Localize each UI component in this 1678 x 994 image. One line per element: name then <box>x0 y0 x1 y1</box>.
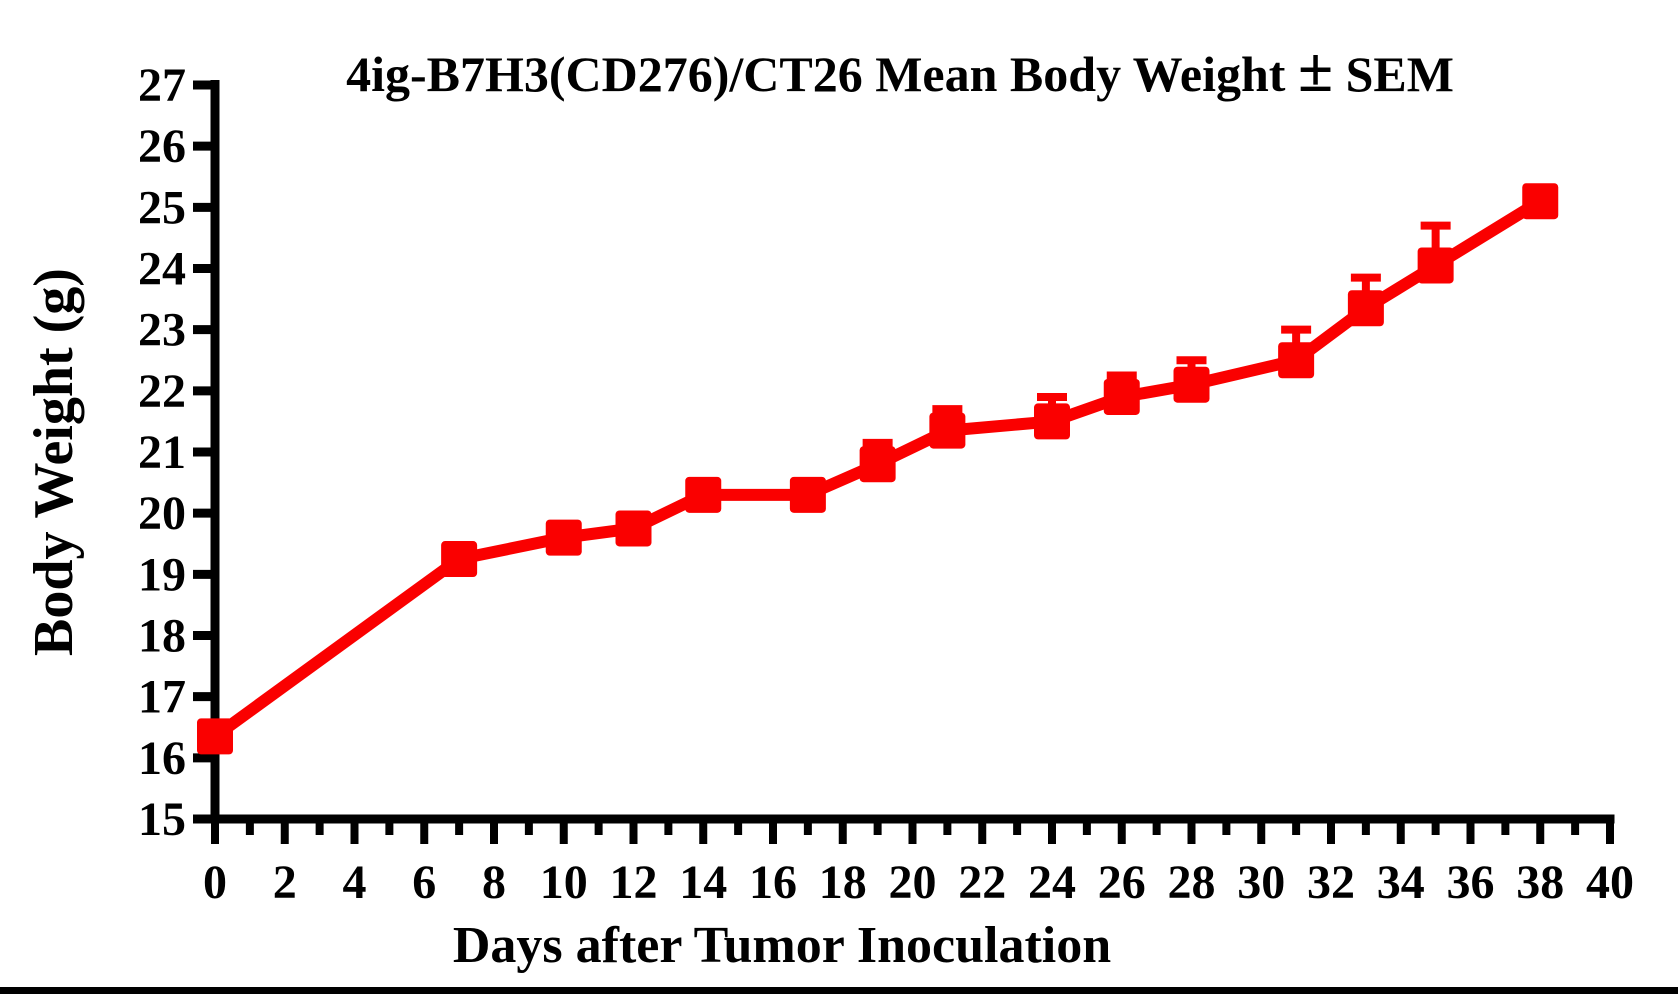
data-point-marker <box>859 446 896 483</box>
data-point-marker <box>197 718 233 755</box>
x-tick-label: 6 <box>412 856 436 909</box>
x-tick-label: 0 <box>203 856 227 909</box>
data-point-marker <box>685 476 722 513</box>
y-tick-label: 20 <box>138 487 186 540</box>
data-point-marker <box>1034 403 1070 440</box>
y-tick-label: 23 <box>138 304 186 357</box>
data-point-marker <box>545 519 582 556</box>
data-point-marker <box>929 412 966 449</box>
x-tick-label: 18 <box>819 856 867 909</box>
data-point-marker <box>1103 378 1140 415</box>
y-tick-label: 21 <box>138 426 186 479</box>
plus-minus-symbol: ± <box>1298 34 1333 105</box>
x-tick-label: 26 <box>1098 856 1146 909</box>
y-tick-label: 22 <box>138 365 186 418</box>
x-tick-label: 22 <box>958 856 1006 909</box>
y-tick-label: 18 <box>138 610 186 663</box>
y-tick-label: 15 <box>138 793 186 846</box>
y-tick-label: 26 <box>138 120 186 173</box>
x-tick-label: 28 <box>1168 856 1216 909</box>
x-tick-label: 12 <box>610 856 658 909</box>
y-tick-label: 27 <box>138 59 186 112</box>
data-point-marker <box>1417 247 1454 284</box>
x-tick-label: 4 <box>343 856 367 909</box>
x-tick-label: 8 <box>482 856 506 909</box>
data-point-marker <box>441 541 478 578</box>
x-axis-label: Days after Tumor Inoculation <box>453 917 1111 974</box>
data-series <box>197 183 1559 755</box>
x-tick-label: 24 <box>1028 856 1076 909</box>
y-tick-label: 25 <box>138 181 186 234</box>
data-point-marker <box>1278 342 1315 379</box>
x-tick-label: 10 <box>540 856 588 909</box>
chart-title: 4ig-B7H3(CD276)/CT26 Mean Body Weight ± … <box>346 34 1454 105</box>
y-tick-label: 17 <box>138 671 186 724</box>
data-point-marker <box>789 476 826 513</box>
y-tick-label: 19 <box>138 548 186 601</box>
y-tick-label: 24 <box>138 243 186 296</box>
x-tick-label: 20 <box>889 856 937 909</box>
x-tick-label: 16 <box>749 856 797 909</box>
data-point-marker <box>1173 366 1210 403</box>
y-axis-label: Body Weight (g) <box>23 268 85 656</box>
x-tick-label: 36 <box>1447 856 1495 909</box>
data-point-marker <box>615 510 652 547</box>
x-tick-label: 38 <box>1516 856 1564 909</box>
x-tick-label: 14 <box>679 856 727 909</box>
y-tick-label: 16 <box>138 732 186 785</box>
bottom-border <box>0 987 1678 994</box>
x-tick-label: 30 <box>1237 856 1285 909</box>
data-point-marker <box>1522 183 1559 220</box>
x-tick-label: 2 <box>273 856 297 909</box>
x-tick-label: 32 <box>1307 856 1355 909</box>
data-point-marker <box>1347 290 1384 327</box>
x-tick-label: 40 <box>1586 856 1634 909</box>
x-tick-label: 34 <box>1377 856 1425 909</box>
